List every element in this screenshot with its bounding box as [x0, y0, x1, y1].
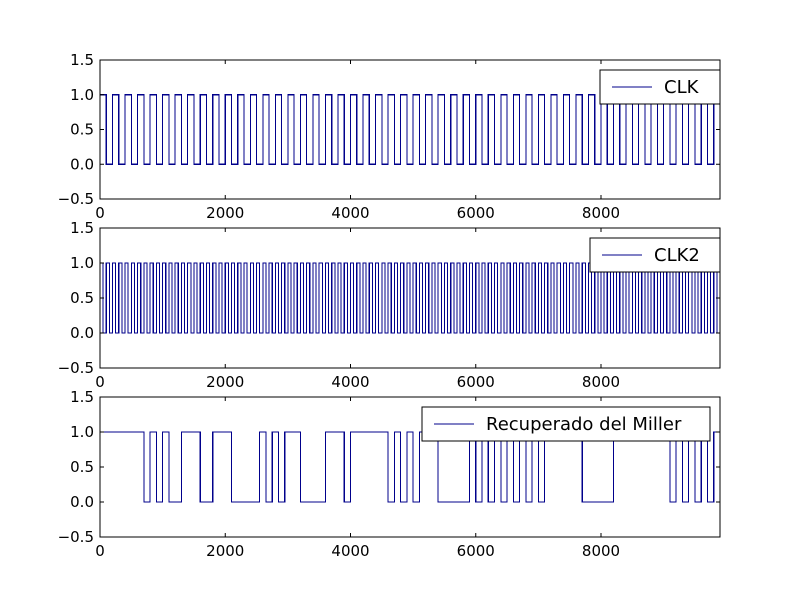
y-tick-label: 1.0: [70, 254, 94, 272]
y-tick-label: 0.5: [70, 289, 94, 307]
legend: CLK: [599, 69, 721, 105]
x-tick-label: 0: [95, 204, 105, 222]
y-tick-label: 0.0: [70, 324, 94, 342]
x-tick-label: 8000: [582, 542, 620, 560]
series-line-1: [100, 94, 720, 165]
chart-panel-2: 0 2000 4000 6000 8000 −0.5 0.0 0.5 1.0 1.5 CLK2: [58, 219, 721, 391]
chart-panel-1: 0 2000 4000 6000 8000 −0.5 0.0 0.5 1.0 1.5 CLK: [58, 51, 721, 222]
x-tick-label: 2000: [206, 373, 244, 391]
y-tick-label: 1.5: [70, 51, 94, 69]
x-tick-label: 0: [95, 542, 105, 560]
x-tick-label: 6000: [457, 542, 495, 560]
y-tick-label: −0.5: [58, 359, 94, 377]
y-tick-label: 0.0: [70, 493, 94, 511]
y-tick-label: 0.5: [70, 458, 94, 476]
x-tick-label: 4000: [331, 204, 369, 222]
x-tick-label: 4000: [331, 542, 369, 560]
y-tick-label: −0.5: [58, 190, 94, 208]
x-tick-label: 4000: [331, 373, 369, 391]
legend: Recuperado del Miller: [421, 406, 711, 442]
y-tick-label: 1.0: [70, 423, 94, 441]
y-tick-label: 1.0: [70, 86, 94, 104]
x-tick-label: 8000: [582, 204, 620, 222]
legend: CLK2: [589, 237, 721, 273]
x-tick-label: 8000: [582, 373, 620, 391]
legend-label: CLK2: [654, 245, 700, 266]
y-tick-label: 0.0: [70, 155, 94, 173]
y-tick-label: 1.5: [70, 388, 94, 406]
series-line-1: [100, 431, 720, 503]
legend-label: CLK: [664, 77, 700, 98]
series-line-1: [100, 262, 720, 334]
x-tick-label: 6000: [457, 373, 495, 391]
legend-label: Recuperado del Miller: [486, 414, 682, 435]
x-tick-label: 6000: [457, 204, 495, 222]
y-tick-label: −0.5: [58, 528, 94, 546]
chart-panel-3: 0 2000 4000 6000 8000 −0.5 0.0 0.5 1.0 1.5 Recuper…: [58, 388, 721, 560]
x-tick-label: 2000: [206, 542, 244, 560]
x-tick-label: 2000: [206, 204, 244, 222]
y-tick-label: 0.5: [70, 121, 94, 139]
y-tick-label: 1.5: [70, 219, 94, 237]
x-tick-label: 0: [95, 373, 105, 391]
